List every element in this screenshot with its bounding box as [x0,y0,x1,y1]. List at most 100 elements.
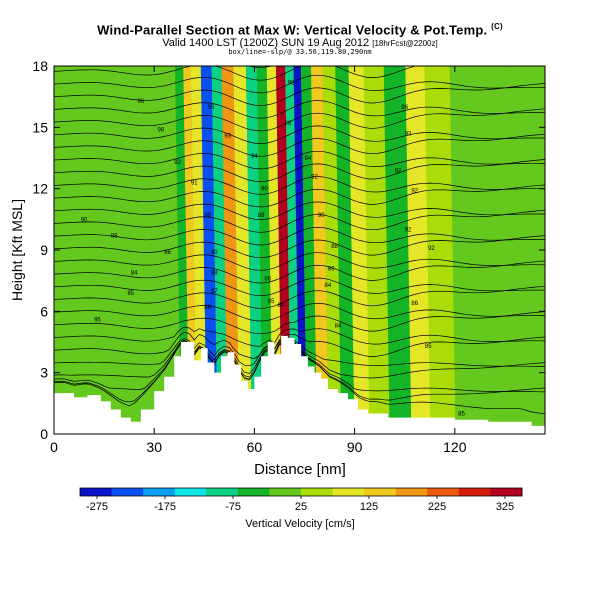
theta-contour [54,133,545,157]
contour-label: 88 [111,234,118,240]
contour-label: 93 [224,134,231,140]
contour-label: 90 [81,217,88,223]
theta-contour [54,260,545,284]
colorbar-tick-label: -275 [86,501,108,513]
x-tick-label: 120 [443,439,467,455]
theta-contour [54,108,545,132]
contour-label: 92 [405,228,412,234]
contour-label: 84 [278,303,285,309]
y-tick-label: 0 [40,426,48,442]
colorbar-tick-label: 325 [496,501,514,513]
y-tick-label: 9 [40,242,48,258]
velocity-band [233,66,252,434]
contour-label: 92 [311,174,318,180]
chart-subtitle-2: box/line=-slp/@ 33.56,119.80,290nm [228,48,372,56]
colorbar-swatch [490,488,523,496]
theta-contour [54,33,545,55]
contour-label: 86 [328,266,335,272]
theta-contour [54,176,545,195]
colorbar-swatch [174,488,207,496]
theta-contour [248,66,273,68]
contour-label: 84 [131,270,138,276]
contour-label: 85 [458,412,465,418]
contour-label: 86 [411,301,418,307]
colorbar-tick-label: 25 [295,501,307,513]
theta-contour [54,311,545,335]
y-tick-label: 6 [40,303,48,319]
colorbar-tick-label: -175 [154,501,176,513]
theta-contour [54,150,545,170]
contour-labels: 9698929088868485959593919090888786949088… [81,80,466,417]
colorbar-swatch [427,488,460,496]
terrain [54,335,545,434]
contour-label: 90 [318,213,325,219]
colorbar-tick-label: 125 [360,501,378,513]
velocity-band [449,66,479,434]
theta-contour [54,326,545,347]
axes: 0 30 60 90 120 0 3 6 9 12 15 18 [32,58,545,455]
chart-title: Wind-Parallel Section at Max W: Vertical… [97,22,503,38]
theta-contour [54,277,545,297]
contour-label: 92 [174,160,181,166]
copyright-mark: (C) [491,22,503,31]
theta-contour [54,226,545,246]
contour-label: 88 [211,270,218,276]
velocity-band [293,66,308,434]
colorbar-swatch [111,488,144,496]
contour-label: 90 [261,187,268,193]
theta-contour [54,100,545,119]
colorbar-swatch [332,488,365,496]
colorbar-swatch [301,488,334,496]
theta-contour [54,159,545,182]
contour-label: 87 [211,289,218,295]
theta-contour [54,285,545,309]
velocity-band [348,66,370,434]
velocity-band [211,66,228,434]
y-axis-label: Height [Kft MSL] [9,199,25,301]
colorbar-swatch [395,488,428,496]
colorbar-label: Vertical Velocity [cm/s] [245,518,355,530]
colorbar-swatch [206,488,239,496]
velocity-band [285,66,300,434]
x-tick-label: 90 [347,439,363,455]
colorbar: -275 -175 -75 25 125 225 325 [79,487,523,513]
x-tick-label: 30 [146,439,162,455]
contour-label: 96 [401,105,408,111]
contour-label: 88 [258,213,265,219]
contour-label: 92 [395,168,402,174]
contour-label: 86 [264,277,271,283]
contour-label: 98 [158,127,165,133]
theta-contour [54,235,545,259]
contour-label: 96 [137,99,144,105]
contour-label: 92 [411,189,418,195]
contour-label: 84 [325,283,332,289]
contour-label: 85 [268,299,275,305]
colorbar-swatch [237,488,270,496]
theta-contour [54,252,545,271]
theta-contour [54,184,545,208]
theta-contour [54,209,545,233]
theta-contour [54,201,545,220]
velocity-band [363,66,390,434]
x-axis-label: Distance [nm] [254,461,346,478]
contour-label: 86 [164,250,171,256]
contour-label: 85 [425,344,432,350]
contour-label: 84 [335,324,342,330]
velocity-band [190,66,207,434]
contour-label: 94 [251,154,258,160]
contour-label: 90 [211,250,218,256]
x-tick-label: 60 [247,439,263,455]
theta-contour [54,74,545,94]
theta-contour [54,125,545,144]
field-region [100,66,168,434]
forecast-run: [18hrFcst@2200z] [372,39,438,48]
theta-contour [54,83,545,106]
contour-label: 95 [208,105,215,111]
contour-label: 85 [127,291,134,297]
contour-label: 90 [204,213,211,219]
x-tick-label: 0 [50,439,58,455]
contour-label: 96 [284,121,291,127]
field-region [54,66,101,434]
colorbar-swatch [143,488,176,496]
